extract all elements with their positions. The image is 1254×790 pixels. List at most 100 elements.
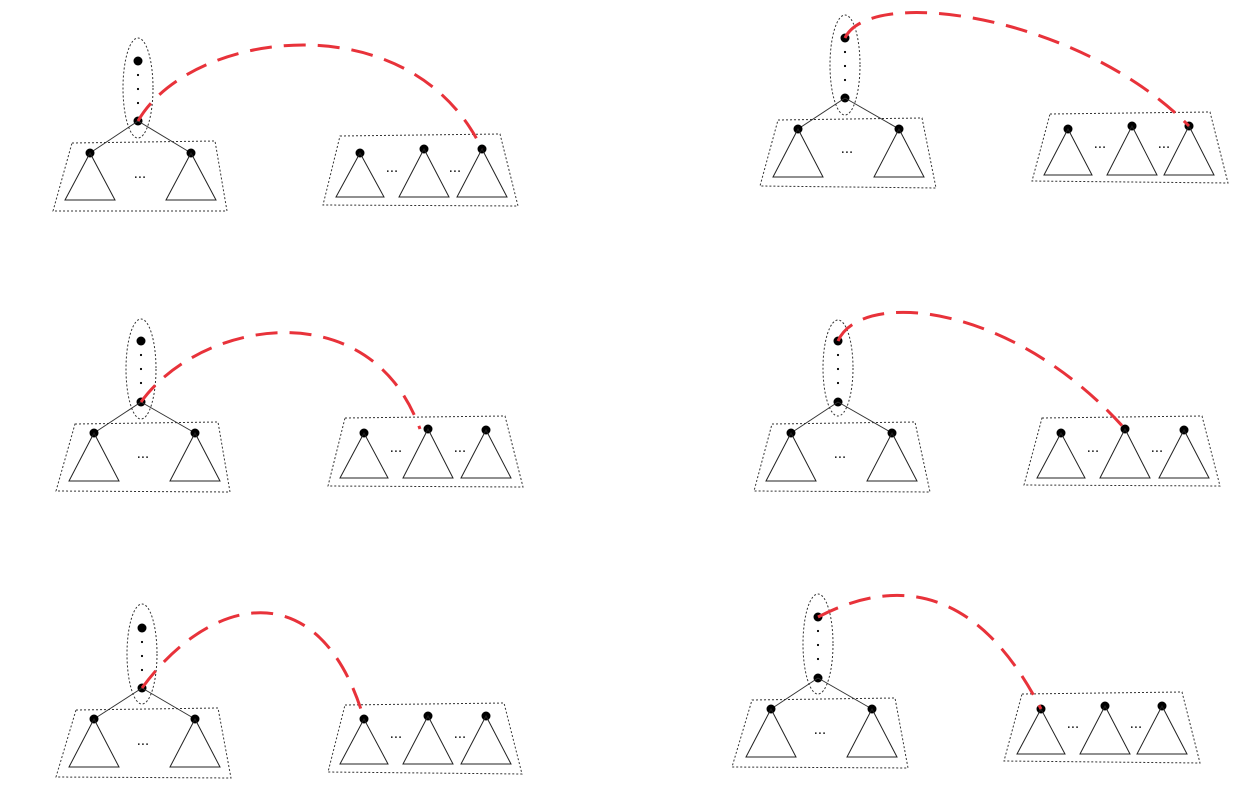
path-oval xyxy=(822,319,854,417)
subtree-triangle-middle xyxy=(402,714,454,765)
left-subtree-triangle xyxy=(765,431,817,482)
left-group-ellipsis: ... xyxy=(814,723,826,738)
left-group-box xyxy=(759,117,937,189)
subtree-triangle-middle xyxy=(398,147,450,198)
path-dot xyxy=(843,50,847,54)
tree-edge xyxy=(817,677,873,710)
panel-b: ... ... ... xyxy=(759,11,1229,189)
right-subtree-triangle xyxy=(866,431,918,482)
subtree-triangle-first xyxy=(1043,127,1093,176)
tree-edge xyxy=(844,97,900,130)
right-group-ellipsis: ... xyxy=(449,161,461,176)
path-dot xyxy=(843,78,847,82)
path-dot xyxy=(836,367,840,371)
left-group-ellipsis: ... xyxy=(841,142,853,157)
right-group-ellipsis: ... xyxy=(1158,137,1170,152)
tree-edge xyxy=(790,401,839,434)
path-top-node xyxy=(136,336,146,346)
right-group-ellipsis: ... xyxy=(1067,717,1079,732)
subtree-triangle-first xyxy=(339,717,389,765)
left-subtree-triangle xyxy=(745,707,797,758)
tree-edge xyxy=(93,687,143,720)
panel-f: ... ... ... xyxy=(731,593,1201,769)
path-dot xyxy=(836,353,840,357)
red-dashed-link xyxy=(843,11,1191,128)
path-dot xyxy=(136,87,140,91)
subtree-triangle-last xyxy=(1163,124,1215,176)
tree-edge xyxy=(140,401,196,434)
right-subtree-triangle xyxy=(169,717,221,768)
left-subtree-triangle xyxy=(772,127,824,178)
subtree-triangle-last xyxy=(1136,704,1188,755)
right-group-ellipsis: ... xyxy=(454,727,466,742)
tree-edge xyxy=(837,401,893,434)
tree-edge xyxy=(89,120,139,154)
subtree-triangle-last xyxy=(1158,428,1210,479)
path-dot xyxy=(140,654,144,658)
tree-edge xyxy=(797,97,846,130)
left-subtree-triangle xyxy=(68,431,120,482)
left-group-ellipsis: ... xyxy=(137,447,149,462)
subtree-triangle-last xyxy=(460,714,512,765)
red-dashed-link xyxy=(139,331,422,430)
left-group-box xyxy=(731,697,909,769)
left-group-ellipsis: ... xyxy=(834,447,846,462)
left-subtree-triangle xyxy=(68,717,120,768)
path-dot xyxy=(816,657,820,661)
path-dot xyxy=(816,629,820,633)
right-subtree-triangle xyxy=(169,431,221,482)
right-group-ellipsis: ... xyxy=(1151,441,1163,456)
path-dot xyxy=(816,643,820,647)
right-group-box xyxy=(327,415,524,488)
path-top-node xyxy=(137,623,147,633)
right-group-ellipsis: ... xyxy=(390,727,402,742)
tree-edge xyxy=(93,401,142,434)
right-group-ellipsis: ... xyxy=(390,441,402,456)
path-dot xyxy=(140,668,144,672)
panel-e: ... ... ... xyxy=(55,603,523,779)
panel-d: ... ... ... xyxy=(753,310,1221,493)
left-group-box xyxy=(753,421,931,493)
path-top-node xyxy=(133,56,143,66)
path-dot xyxy=(136,73,140,77)
tree-edge xyxy=(137,120,192,154)
subtree-triangle-first xyxy=(335,151,385,198)
panel-a: ... ... ... xyxy=(52,37,519,212)
left-subtree-triangle xyxy=(64,151,116,201)
right-group-box xyxy=(1003,691,1201,764)
path-dot xyxy=(843,64,847,68)
right-group-ellipsis: ... xyxy=(1094,137,1106,152)
path-oval xyxy=(125,318,157,420)
right-group-box xyxy=(327,702,523,775)
path-oval xyxy=(829,14,861,116)
right-subtree-triangle xyxy=(873,127,925,178)
subtree-triangle-middle xyxy=(1079,704,1131,755)
right-subtree-triangle xyxy=(165,151,217,201)
subtree-triangle-middle xyxy=(1099,427,1151,479)
path-oval xyxy=(126,603,158,705)
panel-c: ... ... ... xyxy=(55,318,524,493)
red-dashed-link xyxy=(836,310,1127,430)
right-group-box xyxy=(322,133,519,207)
path-dot xyxy=(836,381,840,385)
subtree-triangle-middle xyxy=(402,427,454,479)
subtree-triangle-middle xyxy=(1106,124,1158,176)
subtree-triangle-first xyxy=(339,431,389,479)
tree-edge xyxy=(141,687,196,720)
subtree-triangle-first xyxy=(1016,707,1066,755)
path-dot xyxy=(139,381,143,385)
left-group-ellipsis: ... xyxy=(134,167,146,182)
red-dashed-link xyxy=(140,611,366,720)
path-dot xyxy=(140,640,144,644)
left-group-box xyxy=(55,707,232,779)
tree-edge xyxy=(770,677,819,710)
path-dot xyxy=(139,353,143,357)
right-group-ellipsis: ... xyxy=(1130,717,1142,732)
path-oval xyxy=(802,593,834,695)
path-oval xyxy=(122,37,154,139)
right-subtree-triangle xyxy=(846,707,898,758)
right-group-ellipsis: ... xyxy=(454,441,466,456)
red-dashed-link xyxy=(817,593,1043,710)
subtree-triangle-last xyxy=(456,147,508,198)
